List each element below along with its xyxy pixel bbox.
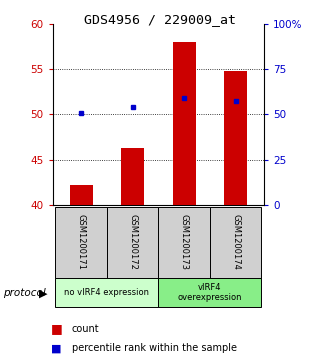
- Bar: [210, 207, 261, 278]
- Bar: [55, 278, 158, 307]
- Bar: [172, 42, 196, 205]
- Bar: [158, 207, 210, 278]
- Text: percentile rank within the sample: percentile rank within the sample: [72, 343, 237, 354]
- Bar: [121, 148, 144, 205]
- Text: protocol: protocol: [3, 288, 46, 298]
- Text: count: count: [72, 323, 100, 334]
- Text: ▶: ▶: [39, 288, 47, 298]
- Text: vIRF4
overexpression: vIRF4 overexpression: [178, 282, 242, 302]
- Text: ■: ■: [51, 343, 62, 354]
- Bar: [55, 207, 107, 278]
- Text: ■: ■: [51, 322, 63, 335]
- Bar: [224, 71, 247, 205]
- Text: GSM1200173: GSM1200173: [180, 214, 189, 270]
- Text: GDS4956 / 229009_at: GDS4956 / 229009_at: [84, 13, 236, 26]
- Bar: [69, 185, 93, 205]
- Bar: [107, 207, 158, 278]
- Text: GSM1200171: GSM1200171: [76, 215, 86, 270]
- Text: no vIRF4 expression: no vIRF4 expression: [64, 288, 149, 297]
- Bar: [158, 278, 261, 307]
- Text: GSM1200172: GSM1200172: [128, 215, 137, 270]
- Text: GSM1200174: GSM1200174: [231, 215, 240, 270]
